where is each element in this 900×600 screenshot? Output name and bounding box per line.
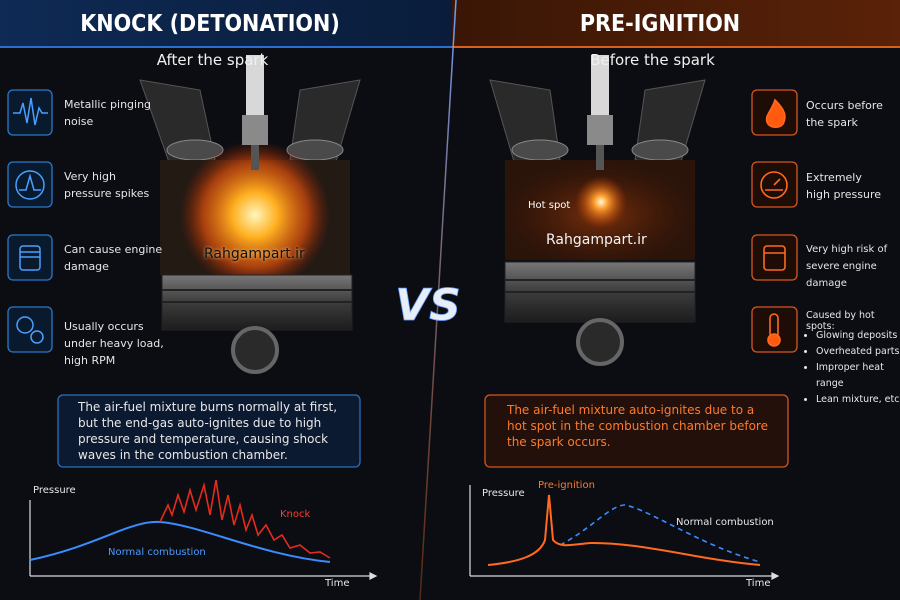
- feature: Metallic pinging noise: [64, 98, 152, 128]
- icon-boxes-right: [751, 89, 798, 353]
- cause: Overheated parts: [816, 344, 900, 360]
- curve-label: Pre-ignition: [538, 480, 595, 491]
- cause: Improper heat range: [816, 360, 900, 392]
- knock-curve: [159, 479, 331, 559]
- feature: Can cause engine damage: [64, 243, 163, 273]
- curve-label: Knock: [280, 509, 311, 520]
- causes-title: Caused by hot spots:: [806, 310, 875, 332]
- axis-label: Time: [325, 578, 350, 589]
- axis-label: Pressure: [482, 488, 525, 499]
- engine-left: [139, 55, 361, 374]
- title: PRE-IGNITION: [579, 11, 741, 37]
- vs-label: VS: [395, 280, 461, 331]
- header-right: [452, 0, 900, 48]
- subtitle: After the spark: [156, 51, 269, 69]
- feature: Occurs before the spark: [806, 99, 883, 129]
- feature: Very high risk of severe engine damage: [806, 244, 888, 289]
- feature: Extremely high pressure: [806, 171, 881, 201]
- watermark: Rahgampart.ir: [204, 246, 305, 262]
- header-rule: [0, 46, 452, 48]
- title: KNOCK (DETONATION): [80, 11, 340, 37]
- description: The air-fuel mixture auto-ignites due to…: [507, 403, 768, 449]
- description: The air-fuel mixture burns normally at f…: [78, 400, 338, 462]
- header-left: [0, 0, 452, 48]
- description-box-right: [484, 394, 789, 468]
- subtitle: Before the spark: [590, 51, 715, 69]
- cause: Glowing deposits: [816, 328, 900, 344]
- hot-spot-label: Hot spot: [528, 200, 571, 211]
- icons-left: [13, 97, 48, 344]
- description-box-left: [57, 394, 361, 468]
- normal-curve-right: [559, 504, 761, 563]
- causes-list: Glowing deposits Overheated parts Improp…: [806, 328, 900, 408]
- axis-label: Pressure: [33, 485, 76, 496]
- icon-boxes-left: [7, 89, 53, 353]
- feature: Very high pressure spikes: [64, 170, 150, 200]
- preignition-curve: [487, 494, 761, 566]
- engine-right: [489, 55, 706, 366]
- divider: [419, 0, 457, 600]
- feature: Usually occurs under heavy load, high RP…: [64, 320, 164, 367]
- curve-label: Normal combustion: [108, 547, 206, 558]
- cause: Lean mixture, etc.: [816, 392, 900, 408]
- watermark: Rahgampart.ir: [546, 232, 647, 248]
- graph-axes: [29, 485, 780, 580]
- axis-label: Time: [746, 578, 771, 589]
- icons-right: [760, 98, 788, 347]
- curve-label: Normal combustion: [676, 517, 774, 528]
- header-rule: [452, 46, 900, 48]
